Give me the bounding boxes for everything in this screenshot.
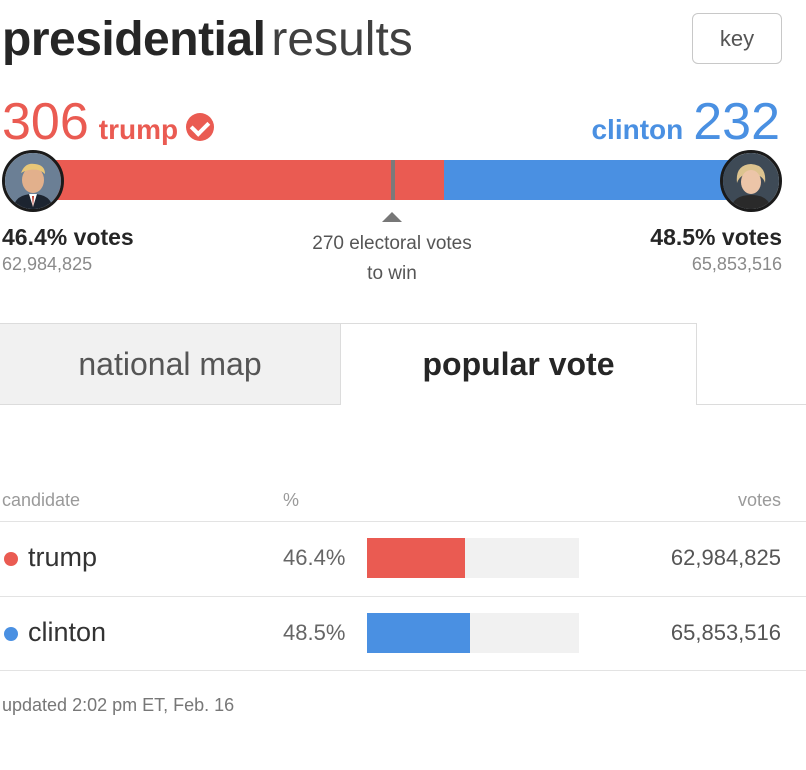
vote-share-bar [367,613,579,653]
trump-portrait-icon [2,150,64,212]
page-title: presidential [2,13,266,66]
candidate-pct: 46.4% [283,545,346,570]
tab-national-map[interactable]: national map [0,323,340,405]
column-header-candidate: candidate [2,490,81,510]
vote-share-bar [367,538,579,578]
trump-vote-summary: 46.4% votes 62,984,825 [2,224,134,275]
clinton-electoral-count: 232 [693,93,780,151]
trump-vote-pct: 46.4% votes [2,224,134,250]
candidate-votes: 65,853,516 [670,620,781,645]
page-header: presidential results [2,12,413,72]
updated-timestamp: updated 2:02 pm ET, Feb. 16 [2,695,235,715]
trump-name: trump [98,114,179,145]
win-threshold-marker-icon [382,212,402,222]
candidate-name: trump [28,542,98,572]
trump-electoral-segment [40,160,444,200]
table-divider [0,596,806,597]
trump-tally: 306 trump [2,92,215,152]
clinton-tally: clinton 232 [591,92,780,152]
win-threshold-line [391,160,395,200]
table-divider [0,521,806,522]
column-header-pct: % [283,490,300,510]
page-subtitle: results [271,13,413,66]
clinton-vote-summary: 48.5% votes 65,853,516 [650,224,782,275]
clinton-vote-count: 65,853,516 [691,254,782,274]
clinton-vote-pct: 48.5% votes [650,224,782,250]
party-dot-icon [4,552,18,566]
winner-check-icon [186,113,215,141]
win-threshold-line2: to win [367,263,417,284]
clinton-portrait-icon [720,150,782,212]
win-threshold-line1: 270 electoral votes [312,233,472,254]
win-threshold-label: 270 electoral votes to win [292,229,492,289]
vote-share-fill [367,613,470,653]
tab-spacer [697,323,806,405]
table-row: trump 46.4% 62,984,825 [0,522,806,596]
key-button[interactable]: key [692,13,782,64]
tab-popular-vote[interactable]: popular vote [340,323,697,405]
table-divider [0,670,806,671]
party-dot-icon [4,627,18,641]
trump-vote-count: 62,984,825 [2,254,93,274]
candidate-name: clinton [28,617,107,647]
clinton-name: clinton [591,114,684,145]
column-header-votes: votes [737,490,781,510]
trump-electoral-count: 306 [2,93,89,151]
candidate-votes: 62,984,825 [670,545,781,570]
table-row: clinton 48.5% 65,853,516 [0,597,806,671]
clinton-electoral-segment [443,160,750,200]
electoral-bar [40,160,750,200]
candidate-pct: 48.5% [283,620,346,645]
view-tabs: national map popular vote [0,323,806,405]
vote-share-fill [367,538,466,578]
